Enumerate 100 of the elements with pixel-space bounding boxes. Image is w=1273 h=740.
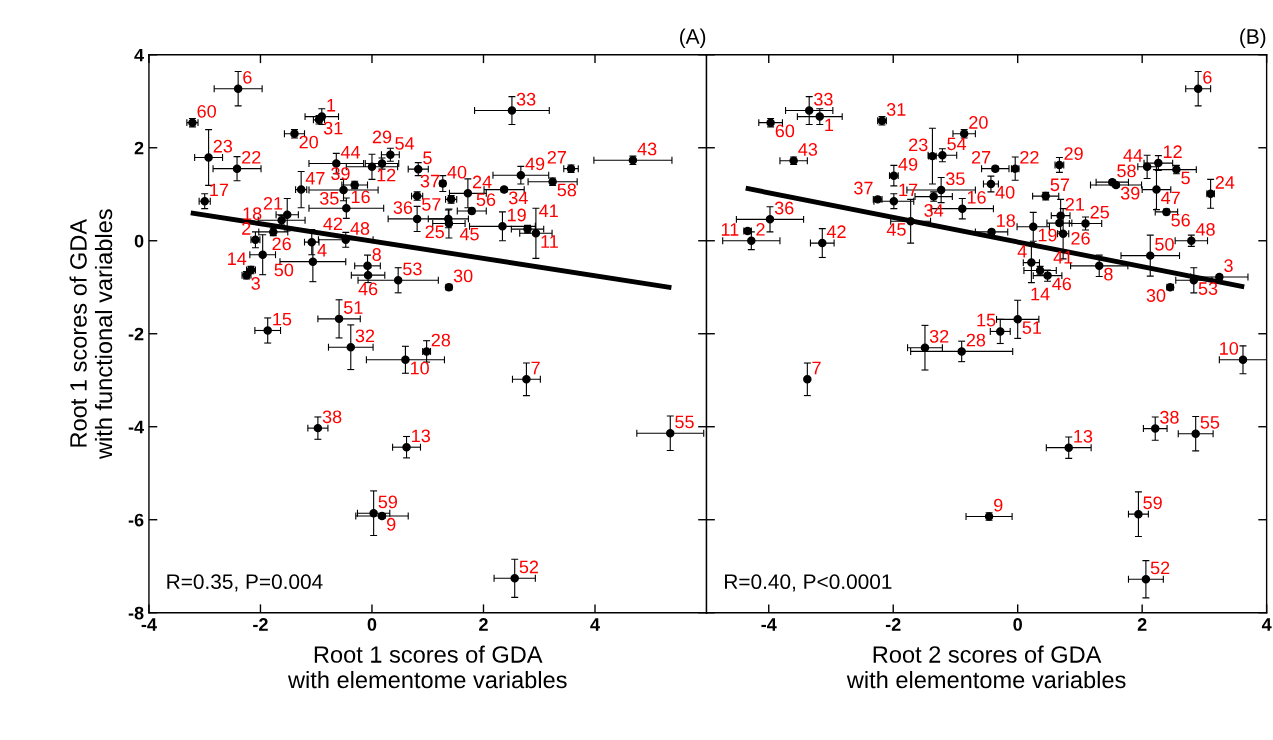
point bbox=[920, 343, 930, 352]
annotation: 5 bbox=[1181, 171, 1190, 185]
annotation: 35 bbox=[319, 191, 339, 205]
x-tick-label: 2 bbox=[1137, 618, 1147, 631]
annotation: 32 bbox=[929, 329, 949, 343]
annotation: 18 bbox=[243, 207, 262, 221]
annotation: 3 bbox=[251, 277, 260, 290]
x-axis-title: Root 2 scores of GDA with elementome variables bbox=[846, 645, 1126, 689]
point bbox=[401, 355, 410, 365]
annotation: 24 bbox=[472, 175, 492, 189]
annotation: 40 bbox=[447, 165, 467, 179]
annotation: 1 bbox=[825, 118, 834, 132]
point bbox=[369, 508, 378, 518]
chart-title: (A) bbox=[680, 28, 706, 48]
point bbox=[531, 229, 541, 238]
annotation: 33 bbox=[814, 92, 833, 106]
annotation: 9 bbox=[994, 498, 1003, 512]
annotation: 32 bbox=[355, 329, 375, 343]
point bbox=[498, 222, 507, 231]
annotation: 57 bbox=[422, 198, 441, 211]
annotation: 20 bbox=[969, 116, 988, 129]
annotation: 7 bbox=[812, 361, 821, 375]
annotation: 35 bbox=[946, 172, 965, 186]
annotation: 10 bbox=[1220, 342, 1239, 355]
point bbox=[1193, 84, 1203, 93]
point bbox=[1142, 162, 1152, 172]
annotation: 54 bbox=[947, 137, 967, 151]
y-tick-label: 0 bbox=[134, 234, 144, 248]
annotation: 55 bbox=[675, 415, 694, 429]
x-axis-title: Root 1 scores of GDA with elementome variables bbox=[287, 645, 567, 689]
point bbox=[938, 150, 947, 160]
point bbox=[986, 179, 996, 189]
annotation: 47 bbox=[1161, 191, 1180, 205]
annotation: 5 bbox=[423, 151, 432, 165]
annotation: R=0.35, P=0.004 bbox=[167, 574, 323, 592]
point bbox=[444, 219, 454, 228]
annotation: 12 bbox=[1163, 145, 1182, 158]
point bbox=[958, 204, 967, 213]
point bbox=[906, 216, 915, 226]
annotation: 2 bbox=[242, 222, 251, 235]
point bbox=[282, 210, 292, 219]
annotation: 13 bbox=[1074, 429, 1093, 443]
annotation: 45 bbox=[459, 227, 479, 241]
annotation: 51 bbox=[1022, 321, 1042, 334]
point bbox=[818, 238, 827, 248]
point bbox=[232, 164, 242, 173]
annotation: 37 bbox=[854, 181, 873, 195]
annotation: 19 bbox=[507, 208, 526, 222]
annotation: 49 bbox=[525, 157, 545, 171]
annotation: 58 bbox=[1117, 164, 1136, 178]
annotation: 25 bbox=[1090, 205, 1110, 219]
annotation: 53 bbox=[1198, 282, 1218, 295]
annotation: 38 bbox=[322, 410, 342, 424]
annotation: 4 bbox=[1017, 245, 1027, 258]
annotation: 16 bbox=[967, 190, 986, 204]
point bbox=[402, 442, 411, 452]
annotation: 45 bbox=[886, 223, 906, 236]
annotation: 43 bbox=[637, 142, 657, 156]
point bbox=[258, 250, 267, 259]
annotation: 60 bbox=[197, 104, 216, 118]
annotation: 33 bbox=[516, 92, 536, 106]
annotation: 34 bbox=[508, 191, 528, 205]
point bbox=[1191, 429, 1200, 438]
point bbox=[516, 170, 526, 180]
x-tick-label: 0 bbox=[367, 618, 377, 631]
point bbox=[936, 185, 946, 195]
annotation: 8 bbox=[372, 248, 381, 261]
annotation: 27 bbox=[547, 150, 566, 164]
annotation: 23 bbox=[909, 138, 928, 152]
x-tick-label: 2 bbox=[479, 618, 488, 631]
annotation: 48 bbox=[1195, 223, 1215, 236]
annotation: 1 bbox=[327, 99, 336, 112]
annotation: 31 bbox=[886, 103, 906, 116]
annotation: 39 bbox=[1120, 186, 1140, 200]
annotation: 6 bbox=[1203, 70, 1212, 84]
annotation: 57 bbox=[1050, 178, 1070, 192]
annotation: 26 bbox=[1071, 231, 1090, 245]
annotation: 31 bbox=[323, 121, 343, 135]
annotation: 59 bbox=[1143, 496, 1162, 510]
annotation: 36 bbox=[393, 201, 413, 214]
y-tick-label: -4 bbox=[128, 420, 144, 434]
annotation: 2 bbox=[756, 223, 765, 236]
point bbox=[339, 185, 348, 195]
y-tick-label: -6 bbox=[128, 513, 144, 527]
annotation: 42 bbox=[323, 217, 343, 231]
point bbox=[1027, 258, 1036, 267]
point bbox=[510, 574, 519, 583]
annotation: 53 bbox=[403, 262, 422, 276]
annotation: 52 bbox=[519, 560, 539, 574]
point bbox=[393, 276, 403, 285]
annotation: 16 bbox=[351, 190, 370, 204]
point bbox=[308, 257, 318, 266]
point bbox=[1146, 251, 1155, 260]
annotation: 40 bbox=[995, 185, 1015, 199]
x-tick-label: -2 bbox=[885, 618, 901, 631]
point bbox=[204, 153, 213, 162]
x-tick-label: 4 bbox=[590, 618, 600, 631]
annotation: 41 bbox=[1053, 251, 1073, 264]
x-tick-label: 0 bbox=[1013, 618, 1022, 631]
annotation: 29 bbox=[372, 130, 392, 144]
